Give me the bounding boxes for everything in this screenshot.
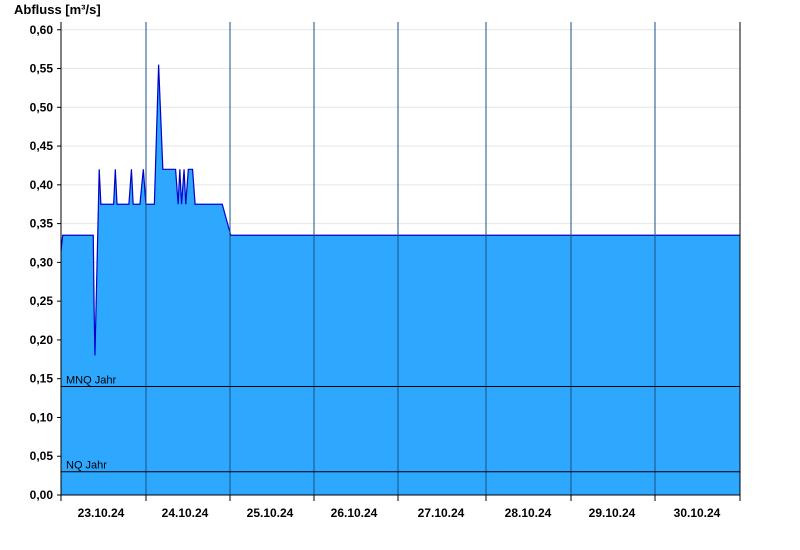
y-tick-label: 0,05 xyxy=(30,449,54,463)
y-tick-label: 0,50 xyxy=(30,100,54,114)
y-tick-label: 0,30 xyxy=(30,255,54,269)
y-tick-label: 0,45 xyxy=(30,139,54,153)
area-fill xyxy=(61,64,740,496)
y-tick-label: 0,35 xyxy=(30,217,54,231)
x-tick-label: 29.10.24 xyxy=(589,506,636,520)
y-tick-label: 0,00 xyxy=(30,488,54,502)
y-tick-label: 0,60 xyxy=(30,23,54,37)
x-tick-label: 25.10.24 xyxy=(247,506,294,520)
y-tick-label: 0,25 xyxy=(30,294,54,308)
reference-label: NQ Jahr xyxy=(66,460,107,472)
series-line xyxy=(60,64,740,356)
y-tick-label: 0,10 xyxy=(30,410,54,424)
x-tick-label: 26.10.24 xyxy=(331,506,378,520)
x-tick-label: 23.10.24 xyxy=(78,506,125,520)
x-ticks: 23.10.24 24.10.24 25.10.24 26.10.24 27.10.24… xyxy=(60,495,741,520)
x-tick-label: 27.10.24 xyxy=(418,506,465,520)
y-axis-label: Abfluss [m³/s] xyxy=(14,2,101,17)
y-tick-label: 0,15 xyxy=(30,372,54,386)
y-tick-label: 0,20 xyxy=(30,333,54,347)
reference-lines: MNQ Jahr NQ Jahr xyxy=(61,374,740,473)
y-ticks: 0,00 0,05 0,10 0,15 0,20 0,25 0,30 0,35 0,40 0,45… xyxy=(30,23,61,502)
x-tick-label: 28.10.24 xyxy=(505,506,552,520)
x-tick-label: 30.10.24 xyxy=(674,506,721,520)
axes xyxy=(60,22,741,496)
y-tick-label: 0,55 xyxy=(30,62,54,76)
reference-label: MNQ Jahr xyxy=(66,374,116,386)
y-tick-label: 0,40 xyxy=(30,178,54,192)
x-tick-label: 24.10.24 xyxy=(162,506,209,520)
series-area xyxy=(60,22,740,496)
